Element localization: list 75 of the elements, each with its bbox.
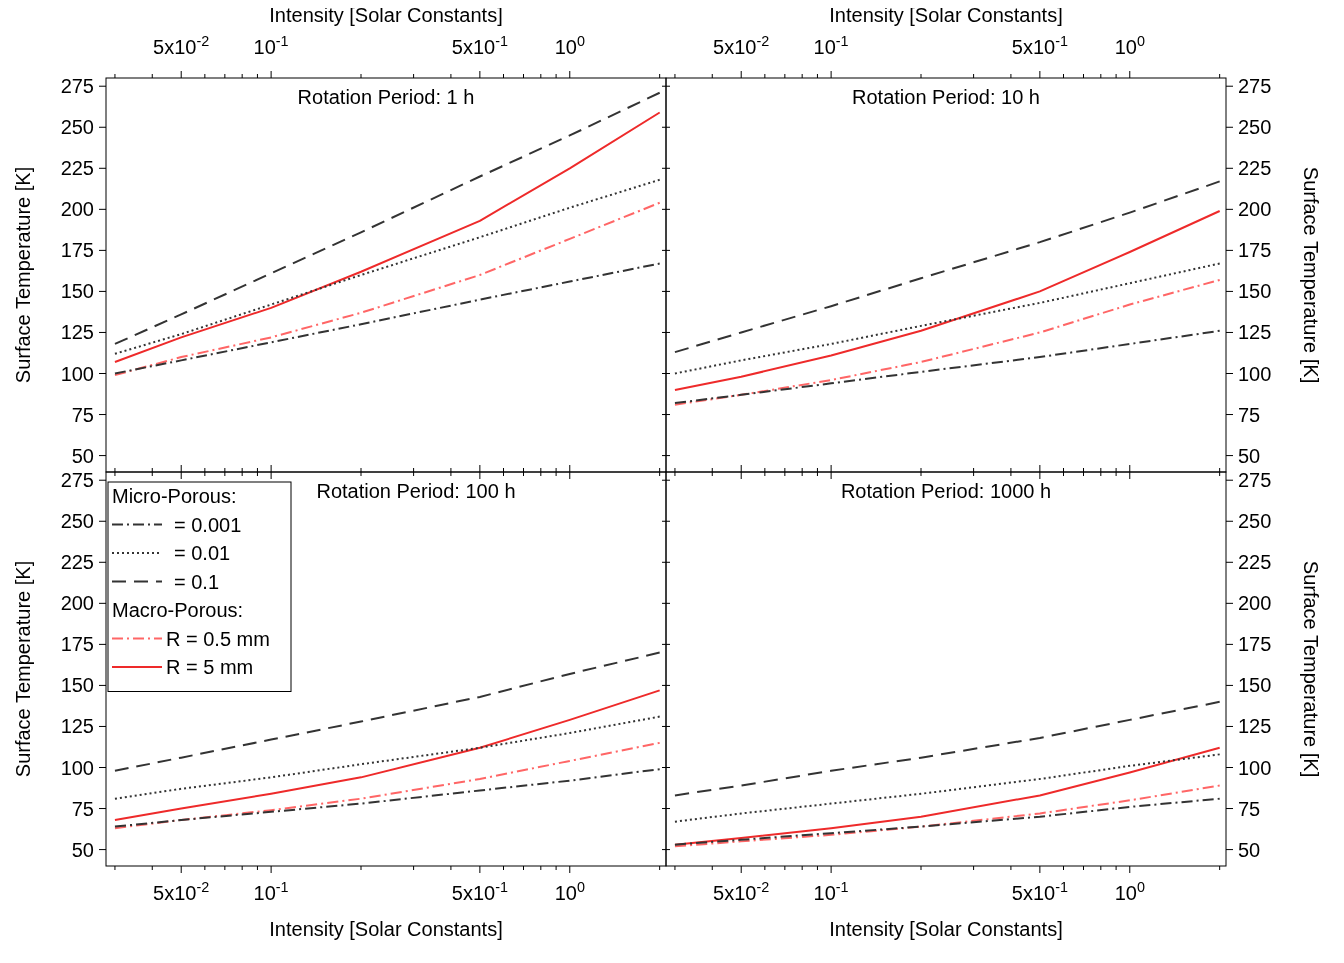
x-tick-label: 10$^{0}$ <box>554 33 585 58</box>
y-tick-label: 175 <box>1238 633 1272 656</box>
y-tick-label: 200 <box>60 592 94 615</box>
y-tick-label: 125 <box>60 321 94 344</box>
y-tick-label: 75 <box>71 403 94 426</box>
legend-label: R = 0.5 mm <box>166 627 270 650</box>
y-axis-title: Surface Temperature [K] <box>1300 560 1322 778</box>
y-tick-label: 100 <box>60 362 94 385</box>
x-tick-label: 10$^{-1}$ <box>253 33 289 58</box>
chart-title: Rotation Period: 10 h <box>852 86 1040 108</box>
y-axis-title: Surface Temperature [K] <box>12 166 34 384</box>
x-tick-label: 10$^{-1}$ <box>253 879 289 904</box>
y-tick-label: 100 <box>1238 756 1272 779</box>
legend-title: Micro-Porous: <box>112 485 237 507</box>
y-tick-label: 225 <box>1238 551 1272 574</box>
legend-label: = 0.01 <box>174 542 231 564</box>
x-tick-label: 5x10$^{-1}$ <box>1011 33 1068 58</box>
y-tick-label: 225 <box>60 157 94 180</box>
y-tick-label: 150 <box>1238 280 1272 303</box>
chart-title: Rotation Period: 100 h <box>316 480 516 502</box>
y-tick-label: 175 <box>60 633 94 656</box>
y-tick-label: 75 <box>1238 797 1261 820</box>
y-tick-label: 275 <box>1238 469 1272 492</box>
y-tick-label: 250 <box>1238 510 1272 533</box>
y-tick-label: 125 <box>1238 715 1272 738</box>
y-tick-label: 200 <box>1238 592 1272 615</box>
y-tick-label: 150 <box>60 674 94 697</box>
y-tick-label: 150 <box>60 280 94 303</box>
x-tick-label: 5x10$^{-2}$ <box>713 33 770 58</box>
x-tick-label: 5x10$^{-2}$ <box>153 33 210 58</box>
legend-label: R = 5 mm <box>166 656 254 678</box>
y-tick-label: 100 <box>60 756 94 779</box>
x-tick-label: 10$^{0}$ <box>554 879 585 904</box>
y-tick-label: 250 <box>60 510 94 533</box>
x-axis-title: Intensity [Solar Constants] <box>269 4 503 26</box>
x-tick-label: 5x10$^{-1}$ <box>1011 879 1068 904</box>
chart-title: Rotation Period: 1000 h <box>840 480 1052 502</box>
y-tick-label: 75 <box>1238 403 1261 426</box>
chart-title: Rotation Period: 1 h <box>297 86 475 108</box>
y-tick-label: 175 <box>60 239 94 262</box>
y-tick-label: 225 <box>60 551 94 574</box>
x-axis-title: Intensity [Solar Constants] <box>829 918 1063 940</box>
y-tick-label: 50 <box>71 838 94 861</box>
y-tick-label: 225 <box>1238 157 1272 180</box>
x-tick-label: 10$^{-1}$ <box>813 33 849 58</box>
y-tick-label: 125 <box>60 715 94 738</box>
y-tick-label: 200 <box>1238 198 1272 221</box>
y-tick-label: 50 <box>1238 444 1261 467</box>
x-tick-label: 10$^{0}$ <box>1114 879 1145 904</box>
legend-label: = 0.001 <box>174 513 242 536</box>
x-tick-label: 10$^{0}$ <box>1114 33 1145 58</box>
legend-label: = 0.1 <box>174 570 220 593</box>
y-tick-label: 100 <box>1238 362 1272 385</box>
x-tick-label: 10$^{-1}$ <box>813 879 849 904</box>
y-tick-label: 50 <box>71 444 94 467</box>
y-tick-label: 150 <box>1238 674 1272 697</box>
x-axis-title: Intensity [Solar Constants] <box>269 918 503 940</box>
y-tick-label: 275 <box>60 469 94 492</box>
y-axis-title: Surface Temperature [K] <box>12 560 34 778</box>
y-axis-title: Surface Temperature [K] <box>1300 166 1322 384</box>
y-tick-label: 250 <box>60 116 94 139</box>
x-tick-label: 5x10$^{-1}$ <box>451 33 508 58</box>
y-tick-label: 275 <box>1238 75 1272 98</box>
y-tick-label: 200 <box>60 198 94 221</box>
annotation: Macro-Porous: <box>112 599 244 621</box>
x-tick-label: 5x10$^{-2}$ <box>153 879 210 904</box>
y-tick-label: 250 <box>1238 116 1272 139</box>
y-tick-label: 50 <box>1238 838 1261 861</box>
x-axis-title: Intensity [Solar Constants] <box>829 4 1063 26</box>
x-tick-label: 5x10$^{-1}$ <box>451 879 508 904</box>
x-tick-label: 5x10$^{-2}$ <box>713 879 770 904</box>
y-tick-label: 275 <box>60 75 94 98</box>
y-tick-label: 125 <box>1238 321 1272 344</box>
y-tick-label: 75 <box>71 797 94 820</box>
y-tick-label: 175 <box>1238 239 1272 262</box>
